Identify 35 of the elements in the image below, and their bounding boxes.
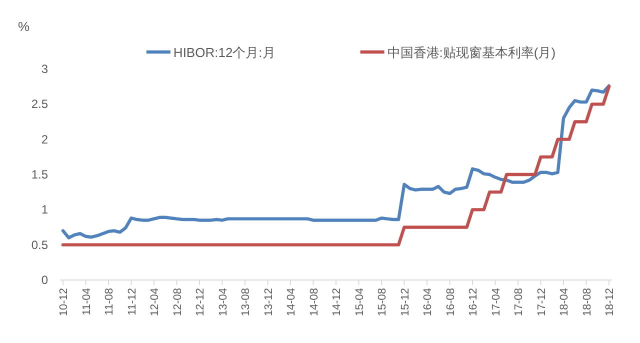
x-tick-label: 12-04 bbox=[149, 288, 161, 316]
x-tick-label: 14-12 bbox=[331, 288, 343, 316]
x-tick-label: 12-08 bbox=[172, 288, 184, 316]
x-tick-label: 18-08 bbox=[581, 288, 594, 316]
x-tick-label: 18-12 bbox=[604, 288, 616, 316]
x-tick-label: 12-12 bbox=[194, 288, 206, 316]
x-tick-label: 13-08 bbox=[240, 288, 252, 316]
x-tick-label: 17-12 bbox=[536, 288, 548, 316]
x-tick-label: 18-04 bbox=[558, 288, 570, 316]
x-tick-label: 11-08 bbox=[104, 288, 116, 316]
legend-label: HIBOR:12个月:月 bbox=[173, 45, 276, 60]
x-tick-label: 13-04 bbox=[217, 288, 230, 316]
x-tick-label: 17-08 bbox=[513, 288, 525, 316]
legend-label: 中国香港:贴现窗基本利率(月) bbox=[387, 45, 556, 60]
x-tick-label: 16-04 bbox=[422, 288, 434, 316]
x-tick-label: 11-12 bbox=[126, 288, 138, 316]
y-axis-title: % bbox=[18, 19, 30, 34]
y-tick-label: 1 bbox=[41, 202, 48, 217]
x-tick-label: 14-08 bbox=[308, 288, 320, 316]
x-tick-label: 13-12 bbox=[262, 288, 275, 316]
x-tick-label: 11-04 bbox=[80, 288, 93, 316]
x-tick-label: 16-08 bbox=[444, 288, 457, 316]
x-tick-label: 15-12 bbox=[399, 288, 412, 316]
x-tick-label: 14-04 bbox=[286, 288, 298, 316]
y-tick-label: 3 bbox=[41, 62, 48, 76]
x-tick-label: 16-12 bbox=[468, 288, 480, 316]
y-tick-label: 2.5 bbox=[31, 97, 48, 112]
y-tick-label: 1.5 bbox=[31, 168, 48, 182]
x-tick-label: 15-04 bbox=[354, 288, 366, 316]
y-tick-label: 2 bbox=[41, 132, 48, 146]
y-tick-label: 0 bbox=[41, 273, 48, 287]
x-tick-label: 15-08 bbox=[376, 288, 388, 316]
x-tick-label: 10-12 bbox=[58, 288, 70, 316]
x-tick-label: 17-04 bbox=[490, 288, 502, 316]
y-tick-label: 0.5 bbox=[31, 238, 48, 252]
